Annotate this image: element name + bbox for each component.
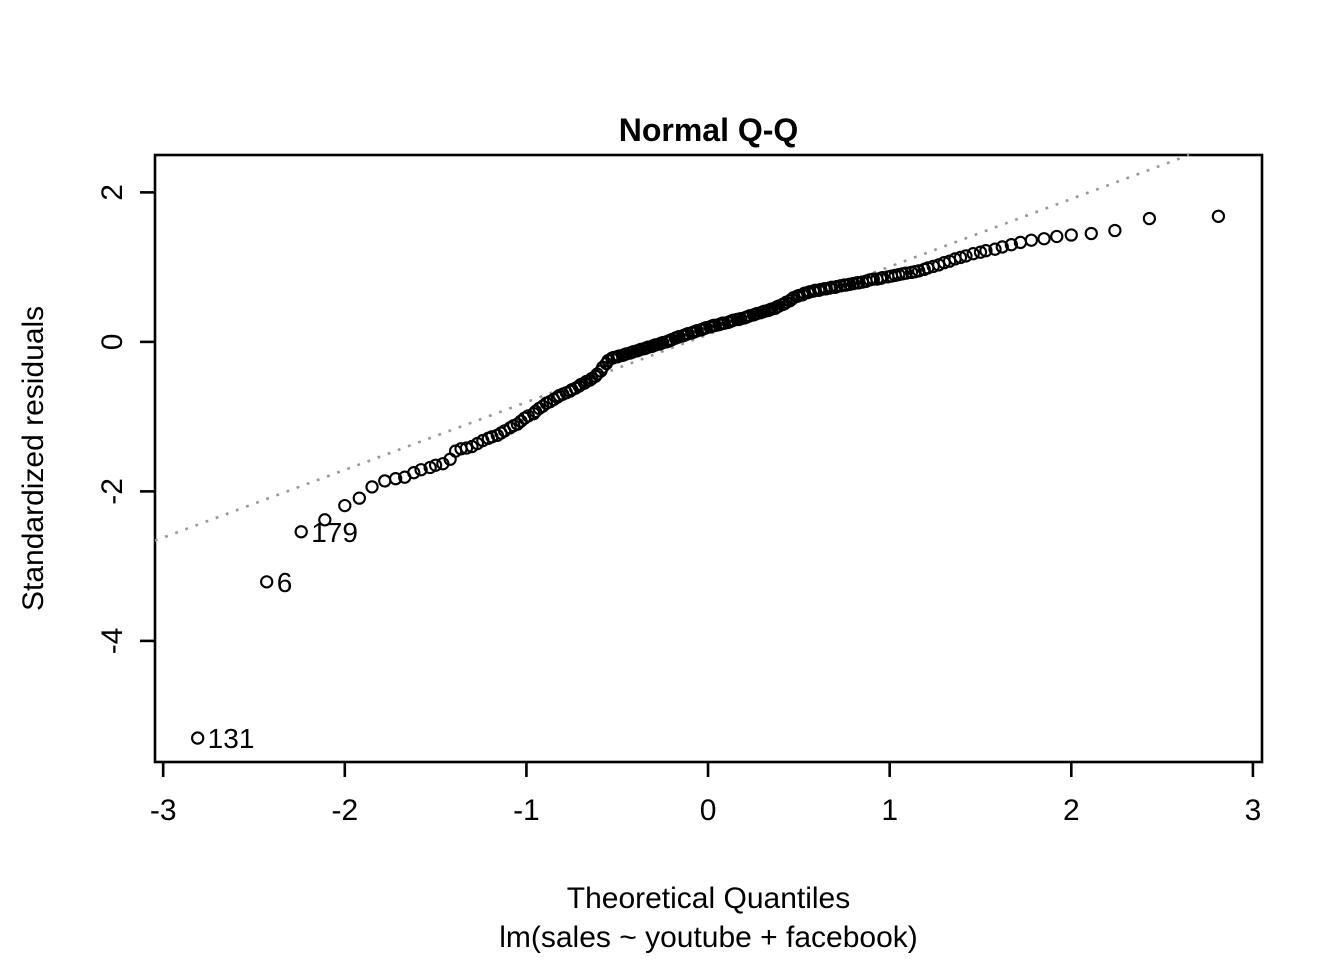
qq-point [352,491,366,505]
qq-point [459,441,474,455]
qq-point [191,731,205,745]
qq-point [899,266,913,280]
qq-point [1050,229,1064,244]
qq-point [1142,211,1157,226]
x-tick-label: -1 [513,794,540,827]
qq-point [1084,226,1098,241]
outlier-label-179: 179 [311,517,358,548]
y-tick-label: -4 [96,628,129,655]
qq-point [414,463,428,477]
model-formula-label: lm(sales ~ youtube + facebook) [499,921,918,954]
qq-point [1108,223,1122,238]
plot-box [153,153,1264,764]
x-tick-label: -3 [150,794,177,827]
qq-point [875,270,890,285]
x-tick-label: 2 [1063,794,1080,827]
y-tick-label: -2 [96,478,129,505]
x-tick-label: 3 [1245,794,1262,827]
qq-point [260,575,274,589]
qq-point [973,245,988,259]
qq-point [953,250,968,265]
qq-point [389,472,403,486]
y-tick-label: 0 [96,334,129,351]
outlier-label-131: 131 [208,723,255,754]
x-tick-label: 1 [881,794,898,827]
qq-point [1024,233,1038,247]
qq-point [959,249,973,263]
qq-point [318,513,332,527]
qq-point [428,458,443,472]
chart-title: Normal Q-Q [618,112,799,148]
qq-point [294,525,308,539]
qq-point [1211,209,1226,223]
qq-point [866,272,880,286]
qq-point [338,498,352,513]
y-tick-label: 2 [96,184,129,201]
qq-point [988,242,1002,256]
x-tick-label: 0 [700,794,717,827]
x-axis-label: Theoretical Quantiles [566,882,851,915]
qq-point [995,240,1009,254]
qq-point [407,466,421,480]
x-tick-label: -2 [331,794,358,827]
qq-point [378,474,392,488]
qq-point [1004,238,1019,252]
qq-point [365,480,379,494]
qq-point [979,244,993,258]
qq-point [966,247,980,261]
qq-point [824,280,839,294]
qq-point [1064,228,1078,242]
qq-point [1037,232,1051,246]
outlier-label-6: 6 [277,567,293,598]
qq-reference-line [154,153,1190,542]
